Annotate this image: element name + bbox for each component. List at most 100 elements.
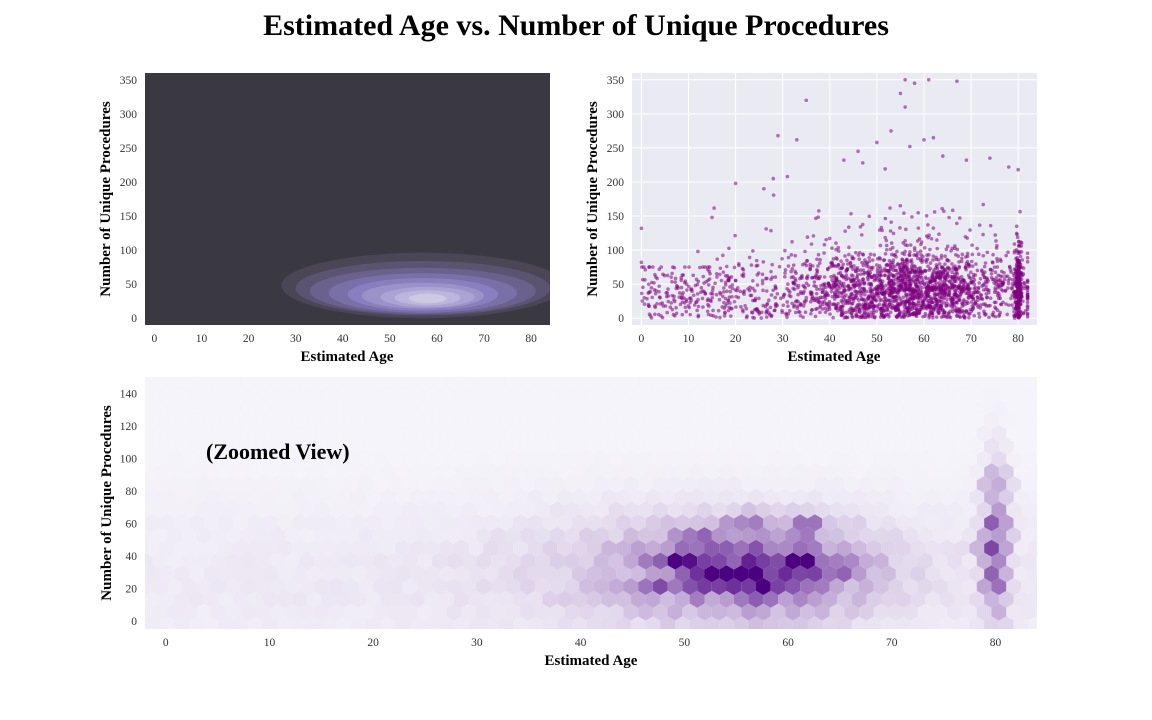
hexbin-cell — [513, 488, 528, 506]
scatter-point — [956, 275, 961, 280]
hexbin-cell — [572, 386, 587, 404]
hexbin-cell — [586, 590, 602, 608]
scatter-point — [680, 312, 685, 317]
hexbin-cell — [748, 539, 764, 557]
scatter-point — [701, 274, 706, 279]
hexbin-cell — [837, 539, 852, 557]
hexbin-cell — [969, 514, 985, 532]
hexbin-cell — [770, 399, 786, 417]
hexbin-cell — [145, 539, 160, 557]
hexbin-cell — [491, 527, 506, 544]
scatter-point — [802, 284, 807, 289]
hexbin-cell — [969, 386, 985, 404]
hexbin-cell — [483, 463, 499, 481]
scatter-point — [723, 304, 728, 308]
hexbin-cell — [726, 377, 742, 391]
hexbin-cell — [262, 463, 278, 481]
hexbin-cell — [844, 399, 859, 417]
hexbin-cell — [189, 463, 204, 481]
hexbin-cell — [998, 412, 1014, 430]
hexbin-cell — [321, 412, 337, 430]
hexbin-cell — [314, 425, 329, 442]
scatter-point — [681, 291, 685, 295]
scatter-point — [816, 264, 820, 268]
hexbin-cell — [682, 476, 698, 493]
scatter-point — [939, 253, 944, 258]
scatter-point — [940, 206, 944, 211]
hexbin-cell — [446, 425, 462, 442]
hexbin-cell — [557, 412, 572, 430]
scatter-point — [783, 268, 788, 272]
scatter-point — [910, 270, 915, 274]
scatter-point — [953, 246, 957, 251]
hexbin-cell — [542, 539, 558, 557]
hexbin-cell — [998, 488, 1014, 506]
scatter-point — [875, 140, 879, 145]
hexbin-cell — [145, 578, 153, 595]
hexbin-cell — [837, 463, 852, 481]
scatter-point — [715, 275, 719, 279]
hexbin-cell — [601, 463, 617, 481]
hexbin-cell — [741, 603, 756, 621]
scatter-point — [897, 262, 902, 267]
scatter-point — [924, 213, 929, 218]
hexbin-cell — [881, 412, 896, 430]
hexbin-cell — [395, 412, 410, 430]
hexbin-cell — [182, 629, 197, 646]
hexbin-cell — [594, 425, 609, 442]
hexbin-cell — [579, 501, 594, 519]
hexbin-cell — [844, 501, 859, 519]
scatter-point — [917, 237, 922, 241]
hexbin-cell — [932, 476, 948, 493]
scatter-point — [917, 276, 921, 281]
scatter-point — [850, 308, 855, 313]
scatter-point — [937, 295, 942, 299]
scatter-point — [965, 251, 970, 256]
scatter-point — [706, 302, 710, 307]
hexbin-cell — [594, 377, 609, 391]
scatter-point — [701, 305, 705, 309]
kde-ylabel: Number of Unique Procedures — [98, 101, 114, 297]
hexbin-cell — [233, 539, 249, 557]
hexbin-cell — [211, 476, 226, 493]
hexbin-cell — [483, 616, 499, 629]
scatter-point — [646, 302, 651, 307]
scatter-point — [809, 291, 813, 296]
hexbin-cell — [726, 578, 742, 595]
scatter-point — [853, 280, 858, 285]
hexbin-cell — [630, 412, 646, 430]
hexbin-cell — [704, 565, 720, 583]
scatter-point — [878, 278, 883, 283]
scatter-point — [862, 311, 867, 315]
hexbin-cell — [1013, 488, 1029, 506]
hexbin-cell — [623, 603, 639, 621]
hexbin-cell — [439, 539, 455, 557]
hexbin-cell — [483, 539, 499, 557]
hexbin-cell — [837, 565, 852, 583]
hexbin-cell — [807, 514, 823, 532]
hexbin-cell — [954, 539, 970, 557]
scatter-point — [1000, 274, 1004, 279]
hexbin-cell — [498, 539, 514, 557]
scatter-point — [890, 305, 895, 310]
scatter-point — [793, 253, 798, 258]
scatter-point — [966, 286, 971, 291]
hexbin-cell — [763, 539, 779, 557]
hexbin-cell — [770, 578, 786, 595]
scatter-point — [888, 284, 893, 288]
hexbin-cell — [814, 603, 830, 621]
scatter-point — [1025, 312, 1030, 317]
hexbin-cell — [306, 616, 322, 629]
scatter-point — [831, 315, 835, 320]
hexbin-cell — [329, 527, 344, 544]
hexbin-cell — [652, 552, 668, 570]
scatter-point — [868, 289, 872, 294]
scatter-point — [1018, 209, 1022, 214]
scatter-point — [915, 290, 920, 294]
scatter-point — [877, 228, 882, 232]
hexbin-cell — [807, 488, 823, 506]
hexbin-cell — [940, 539, 955, 557]
scatter-point — [975, 268, 980, 273]
scatter-point — [904, 227, 908, 232]
scatter-point — [955, 301, 959, 305]
